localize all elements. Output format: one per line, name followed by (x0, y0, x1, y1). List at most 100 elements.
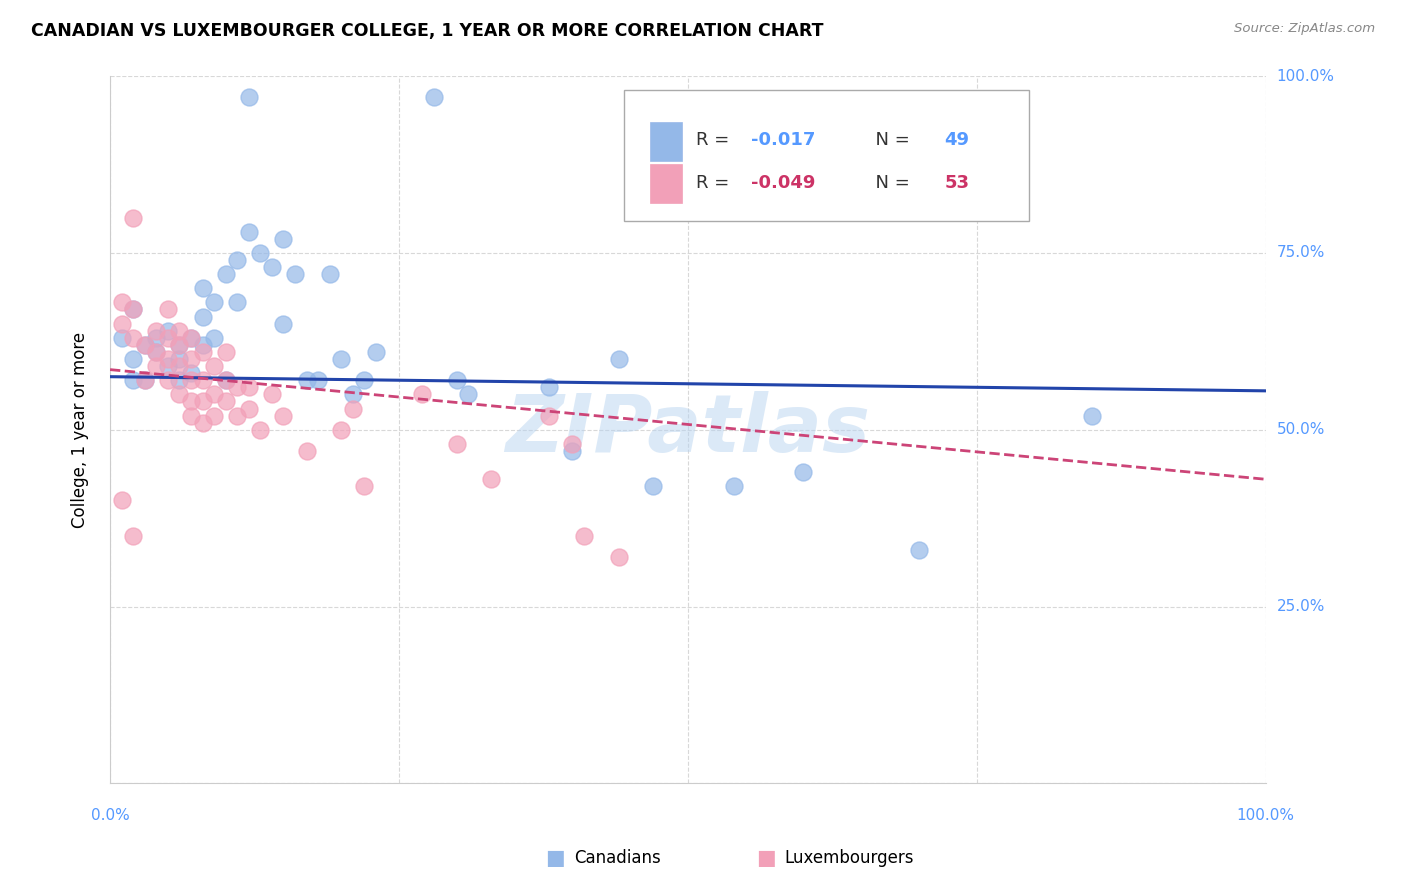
Point (353, 479, 375, 493)
Point (214, 373, 236, 387)
Point (111, 295, 134, 310)
Point (145, 324, 167, 338)
Point (214, 345, 236, 359)
Point (238, 401, 260, 416)
Text: R =: R = (696, 174, 730, 192)
Point (238, 225, 260, 239)
Point (145, 345, 167, 359)
Point (202, 359, 225, 373)
Point (318, 267, 340, 281)
Point (180, 351, 202, 366)
Point (202, 295, 225, 310)
Point (908, 543, 931, 558)
Point (191, 394, 214, 409)
Point (169, 324, 191, 338)
Point (364, 345, 387, 359)
Point (122, 302, 145, 317)
Point (422, 90, 444, 104)
Point (122, 373, 145, 387)
Text: -0.049: -0.049 (751, 174, 815, 192)
Point (572, 529, 595, 543)
Point (202, 409, 225, 423)
Point (169, 351, 191, 366)
Point (169, 387, 191, 401)
Point (111, 493, 134, 508)
Point (295, 444, 318, 458)
Point (134, 373, 156, 387)
Text: ZIPatlas: ZIPatlas (505, 391, 870, 469)
Point (169, 338, 191, 352)
Text: 25.0%: 25.0% (1277, 599, 1324, 614)
Point (238, 90, 260, 104)
Point (180, 373, 202, 387)
Text: Source: ZipAtlas.com: Source: ZipAtlas.com (1234, 22, 1375, 36)
Point (446, 437, 468, 451)
Point (446, 373, 468, 387)
Point (191, 338, 214, 352)
Point (342, 401, 364, 416)
Point (481, 472, 503, 486)
Point (457, 387, 479, 401)
Point (226, 409, 249, 423)
Point (214, 267, 236, 281)
Point (191, 310, 214, 324)
Text: N =: N = (863, 174, 915, 192)
Point (295, 373, 318, 387)
Text: ■: ■ (546, 848, 565, 868)
Text: Canadians: Canadians (574, 849, 661, 867)
Point (122, 529, 145, 543)
Point (214, 373, 236, 387)
Text: CANADIAN VS LUXEMBOURGER COLLEGE, 1 YEAR OR MORE CORRELATION CHART: CANADIAN VS LUXEMBOURGER COLLEGE, 1 YEAR… (31, 22, 824, 40)
Text: Luxembourgers: Luxembourgers (785, 849, 914, 867)
Point (134, 373, 156, 387)
Point (643, 479, 665, 493)
Point (342, 387, 364, 401)
Point (191, 281, 214, 295)
Point (1081, 409, 1104, 423)
Point (180, 409, 202, 423)
FancyBboxPatch shape (650, 164, 682, 203)
Text: 49: 49 (945, 131, 969, 149)
Point (273, 409, 295, 423)
Point (156, 331, 179, 345)
Text: ■: ■ (756, 848, 776, 868)
Point (284, 267, 307, 281)
Point (191, 373, 214, 387)
Point (122, 302, 145, 317)
Point (145, 345, 167, 359)
Point (156, 302, 179, 317)
Point (538, 380, 561, 394)
Point (169, 359, 191, 373)
Point (156, 359, 179, 373)
Point (238, 380, 260, 394)
Point (249, 246, 271, 260)
Point (260, 260, 283, 274)
Text: 0.0%: 0.0% (91, 808, 129, 823)
Point (353, 373, 375, 387)
Point (122, 211, 145, 225)
Point (122, 351, 145, 366)
Point (169, 338, 191, 352)
Point (202, 387, 225, 401)
Text: N =: N = (863, 131, 915, 149)
Point (134, 338, 156, 352)
Text: -0.017: -0.017 (751, 131, 815, 149)
Text: 100.0%: 100.0% (1237, 808, 1295, 823)
Text: 100.0%: 100.0% (1277, 69, 1334, 84)
Point (156, 351, 179, 366)
Point (249, 423, 271, 437)
Point (111, 317, 134, 331)
Point (180, 331, 202, 345)
Point (145, 331, 167, 345)
Point (191, 416, 214, 430)
Point (561, 437, 583, 451)
Point (607, 351, 630, 366)
Point (156, 324, 179, 338)
Point (122, 331, 145, 345)
Text: 53: 53 (945, 174, 969, 192)
Point (273, 317, 295, 331)
Point (330, 423, 353, 437)
Point (723, 479, 745, 493)
Point (307, 373, 329, 387)
Point (191, 345, 214, 359)
